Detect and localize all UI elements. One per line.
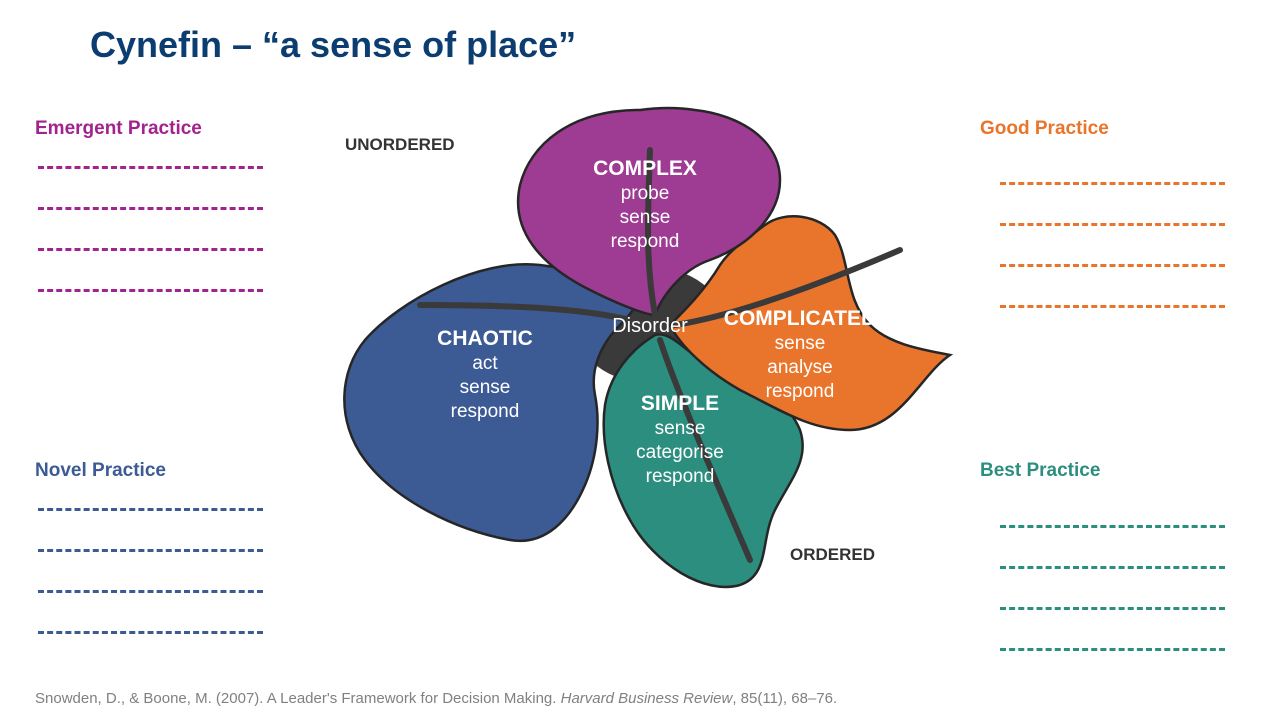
svg-text:respond: respond bbox=[611, 231, 680, 252]
svg-text:COMPLEX: COMPLEX bbox=[593, 157, 697, 180]
practice-good-label: Good Practice bbox=[980, 118, 1109, 140]
blank-line bbox=[38, 248, 263, 251]
blank-line bbox=[1000, 607, 1225, 610]
svg-text:CHAOTIC: CHAOTIC bbox=[437, 327, 533, 350]
blank-line bbox=[1000, 182, 1225, 185]
svg-text:analyse: analyse bbox=[767, 357, 833, 378]
svg-text:act: act bbox=[472, 353, 498, 374]
citation-suffix: , 85(11), 68–76. bbox=[732, 690, 837, 707]
svg-text:sense: sense bbox=[460, 377, 511, 398]
blank-line bbox=[38, 590, 263, 593]
svg-text:sense: sense bbox=[775, 333, 826, 354]
practice-emergent-lines bbox=[38, 166, 263, 330]
blank-line bbox=[1000, 305, 1225, 308]
svg-text:probe: probe bbox=[621, 183, 670, 204]
svg-text:categorise: categorise bbox=[636, 442, 724, 463]
svg-text:respond: respond bbox=[646, 466, 715, 487]
blank-line bbox=[1000, 648, 1225, 651]
blank-line bbox=[1000, 223, 1225, 226]
practice-best-lines bbox=[1000, 525, 1225, 689]
svg-text:COMPLICATED: COMPLICATED bbox=[724, 307, 876, 330]
citation-prefix: Snowden, D., & Boone, M. (2007). A Leade… bbox=[35, 690, 561, 707]
practice-novel-lines bbox=[38, 508, 263, 672]
blank-line bbox=[38, 631, 263, 634]
blank-line bbox=[38, 166, 263, 169]
disorder-label: Disorder bbox=[612, 315, 688, 337]
svg-text:SIMPLE: SIMPLE bbox=[641, 392, 719, 415]
blank-line bbox=[1000, 566, 1225, 569]
blank-line bbox=[38, 289, 263, 292]
slide-root: Cynefin – “a sense of place” Emergent Pr… bbox=[0, 0, 1280, 720]
blank-line bbox=[38, 207, 263, 210]
svg-text:respond: respond bbox=[451, 401, 520, 422]
practice-good-lines bbox=[1000, 182, 1225, 346]
svg-text:sense: sense bbox=[655, 418, 706, 439]
practice-novel-label: Novel Practice bbox=[35, 460, 166, 482]
citation: Snowden, D., & Boone, M. (2007). A Leade… bbox=[35, 690, 837, 707]
axis-ordered: ORDERED bbox=[790, 545, 875, 564]
cynefin-diagram: Disorder CHAOTIC act sense respond SIMPLE sens… bbox=[310, 90, 970, 610]
axis-unordered: UNORDERED bbox=[345, 135, 455, 154]
slide-title: Cynefin – “a sense of place” bbox=[90, 24, 576, 66]
svg-text:respond: respond bbox=[766, 381, 835, 402]
practice-emergent-label: Emergent Practice bbox=[35, 118, 202, 140]
blank-line bbox=[1000, 525, 1225, 528]
citation-italic: Harvard Business Review bbox=[561, 690, 733, 707]
blank-line bbox=[38, 549, 263, 552]
practice-best-label: Best Practice bbox=[980, 460, 1100, 482]
blank-line bbox=[38, 508, 263, 511]
svg-text:sense: sense bbox=[620, 207, 671, 228]
blank-line bbox=[1000, 264, 1225, 267]
